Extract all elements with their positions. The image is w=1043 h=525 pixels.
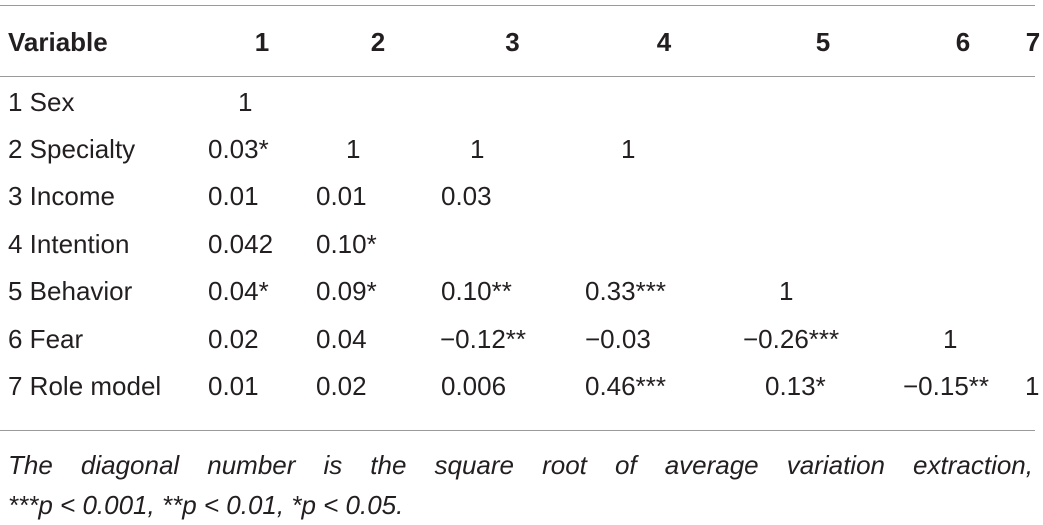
- table-cell: [903, 268, 1023, 315]
- table-cell: 0.33***: [585, 276, 666, 307]
- header-variable: Variable: [8, 27, 108, 57]
- header-col-3: 3: [505, 27, 520, 57]
- table-cell: 0.01: [208, 181, 259, 212]
- table-cell: −0.26***: [743, 323, 840, 354]
- footnote-line-1: The diagonal number is the square root o…: [8, 450, 1033, 480]
- table-cell: 0.01: [208, 371, 259, 402]
- table-cell: [903, 173, 1023, 220]
- table-cell: 1: [470, 134, 485, 165]
- header-col-6: 6: [955, 27, 971, 57]
- table-row: 2 Specialty 0.03* 1 1 1: [0, 125, 1043, 172]
- table-cell: [903, 78, 1023, 125]
- footnote-line-2: ***p < 0.001, **p < 0.01, *p < 0.05.: [8, 490, 404, 520]
- table-cell: 0.03: [441, 181, 492, 212]
- table-cell: [743, 173, 903, 220]
- table-cell: [585, 78, 743, 125]
- table-row: 5 Behavior 0.04* 0.09* 0.10** 0.33*** 1: [0, 268, 1043, 315]
- table-cell: 1: [621, 134, 636, 165]
- table-cell: 0.03*: [208, 134, 269, 165]
- table-cell: 0.09*: [316, 276, 377, 307]
- header-col-5: 5: [815, 27, 831, 57]
- table-cell: [1023, 173, 1043, 220]
- header-row: Variable 1 2 3 4 5 6 7: [0, 17, 1043, 67]
- table-row: 7 Role model 0.01 0.02 0.006 0.46*** 0.1…: [0, 362, 1043, 409]
- table-cell: −0.12**: [440, 323, 527, 354]
- table-cell: 0.13*: [765, 371, 826, 402]
- table-cell: [743, 78, 903, 125]
- table-cell: [1023, 268, 1043, 315]
- header-spacer: [0, 67, 1043, 78]
- table-cell: 0.006: [441, 371, 507, 402]
- table-cell: [1023, 125, 1043, 172]
- row-label: 2 Specialty: [8, 134, 136, 165]
- table-cell: [585, 220, 743, 267]
- table-cell: [440, 78, 585, 125]
- top-rule: [0, 5, 1035, 6]
- table-cell: 0.10*: [316, 228, 377, 259]
- row-label: 5 Behavior: [8, 276, 133, 307]
- table-cell: 1: [943, 323, 958, 354]
- table-cell: [743, 125, 903, 172]
- table-cell: [585, 173, 743, 220]
- table-cell: [440, 220, 585, 267]
- row-label: 4 Intention: [8, 228, 130, 259]
- table-cell: [903, 125, 1023, 172]
- table-cell: 0.042: [208, 228, 274, 259]
- table-cell: [316, 78, 440, 125]
- table-cell: 1: [1025, 371, 1040, 402]
- row-label: 6 Fear: [8, 323, 84, 354]
- table-cell: [1023, 315, 1043, 362]
- table-row: 4 Intention 0.042 0.10*: [0, 220, 1043, 267]
- table-cell: 0.10**: [441, 276, 512, 307]
- table-cell: −0.03: [585, 323, 651, 354]
- table-footnote: The diagonal number is the square root o…: [8, 445, 1033, 525]
- table-row: 6 Fear 0.02 0.04 −0.12** −0.03 −0.26*** …: [0, 315, 1043, 362]
- bottom-rule: [0, 430, 1035, 431]
- table-row: 1 Sex 1: [0, 78, 1043, 125]
- row-label: 1 Sex: [8, 86, 75, 117]
- header-col-4: 4: [656, 27, 672, 57]
- table-cell: 0.01: [316, 181, 367, 212]
- row-label: 3 Income: [8, 181, 115, 212]
- correlation-table: Variable 1 2 3 4 5 6 7 1 Sex 1: [0, 17, 1043, 410]
- header-col-2: 2: [370, 27, 386, 57]
- table-cell: 0.04: [316, 323, 367, 354]
- table-cell: 1: [346, 134, 361, 165]
- table-cell: 0.02: [208, 323, 259, 354]
- header-rule: [0, 76, 1035, 77]
- table-cell: [743, 220, 903, 267]
- header-col-7: 7: [1025, 27, 1041, 57]
- table-cell: 0.46***: [585, 371, 666, 402]
- table-cell: 0.02: [316, 371, 367, 402]
- header-col-1: 1: [254, 27, 270, 57]
- table-cell: [1023, 220, 1043, 267]
- table-cell: 1: [779, 276, 794, 307]
- table-cell: [1023, 78, 1043, 125]
- table-cell: 0.04*: [208, 276, 269, 307]
- row-label: 7 Role model: [8, 371, 162, 402]
- table-row: 3 Income 0.01 0.01 0.03: [0, 173, 1043, 220]
- table-cell: −0.15**: [903, 371, 990, 402]
- table-cell: 1: [238, 86, 253, 117]
- table-cell: [903, 220, 1023, 267]
